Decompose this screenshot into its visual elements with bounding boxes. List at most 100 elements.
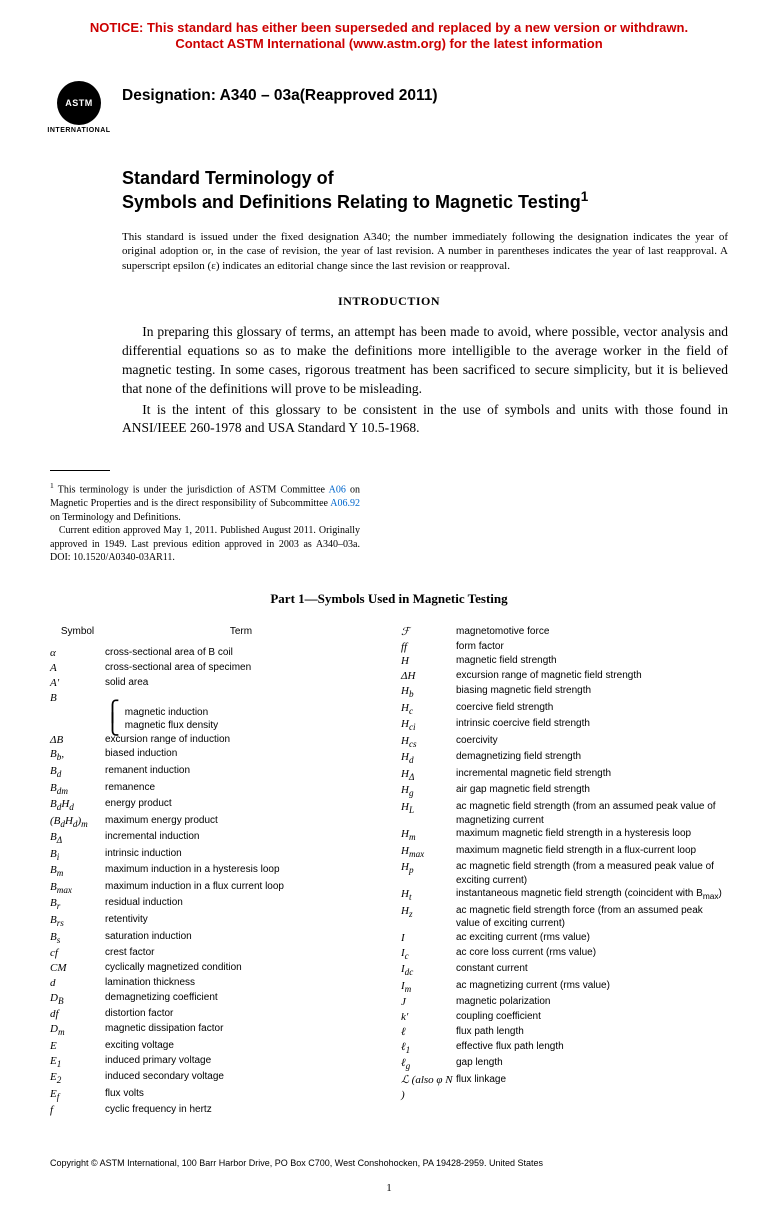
symbol-table: Symbol Term αcross-sectional area of B c… xyxy=(50,625,728,1118)
table-row: E1induced primary voltage xyxy=(50,1054,377,1071)
table-row: Hciintrinsic coercive field strength xyxy=(401,717,728,734)
term-cell: magnetomotive force xyxy=(456,625,728,640)
symbol-cell: BΔ xyxy=(50,830,105,847)
term-cell: maximum induction in a hysteresis loop xyxy=(105,863,377,880)
term-cell: incremental induction xyxy=(105,830,377,847)
table-row: ΔBexcursion range of induction xyxy=(50,733,377,748)
symbol-cell: Br xyxy=(50,896,105,913)
footnote: 1 This terminology is under the jurisdic… xyxy=(50,481,360,564)
symbol-cell: ℓg xyxy=(401,1056,456,1073)
term-cell: crest factor xyxy=(105,946,377,961)
term-cell: gap length xyxy=(456,1056,728,1073)
term-cell: energy product xyxy=(105,797,377,814)
term-cell: ⎩ magnetic flux density xyxy=(105,719,377,733)
astm-logo: ASTM INTERNATIONAL xyxy=(50,77,108,139)
term-cell: coupling coefficient xyxy=(456,1010,728,1025)
term-cell: magnetic field strength xyxy=(456,654,728,669)
table-row: Biintrinsic induction xyxy=(50,847,377,864)
term-cell: intrinsic coercive field strength xyxy=(456,717,728,734)
table-row: Hbbiasing magnetic field strength xyxy=(401,684,728,701)
symbol-cell: Hcs xyxy=(401,734,456,751)
symbol-cell: (BdHd)m xyxy=(50,814,105,831)
term-cell: incremental magnetic field strength xyxy=(456,767,728,784)
symbol-cell: Bmax xyxy=(50,880,105,897)
table-row: Dmmagnetic dissipation factor xyxy=(50,1022,377,1039)
document-title: Standard Terminology of Symbols and Defi… xyxy=(122,167,728,214)
title-line2: Symbols and Definitions Relating to Magn… xyxy=(122,192,581,212)
symbol-cell: B xyxy=(50,691,105,706)
term-cell: flux path length xyxy=(456,1025,728,1040)
symbol-cell: A xyxy=(50,661,105,676)
table-row: Hcscoercivity xyxy=(401,734,728,751)
term-cell: maximum magnetic field strength in a flu… xyxy=(456,844,728,861)
table-row: αcross-sectional area of B coil xyxy=(50,646,377,661)
table-row: BΔincremental induction xyxy=(50,830,377,847)
symbol-cell: Hz xyxy=(401,904,456,931)
link-a0692[interactable]: A06.92 xyxy=(330,498,360,509)
term-cell: flux linkage xyxy=(456,1073,728,1103)
symbol-cell: Bd xyxy=(50,764,105,781)
symbol-cell: cf xyxy=(50,946,105,961)
term-cell: excursion range of magnetic field streng… xyxy=(456,669,728,684)
term-cell: cross-sectional area of specimen xyxy=(105,661,377,676)
symbol-cell: Hd xyxy=(401,750,456,767)
table-row: Htinstantaneous magnetic field strength … xyxy=(401,887,728,904)
header-row: ASTM INTERNATIONAL Designation: A340 – 0… xyxy=(50,77,728,139)
table-row: k′coupling coefficient xyxy=(401,1010,728,1025)
symbol-cell: DB xyxy=(50,991,105,1008)
term-cell: solid area xyxy=(105,676,377,691)
term-cell: magnetic polarization xyxy=(456,995,728,1010)
term-cell: maximum magnetic field strength in a hys… xyxy=(456,827,728,844)
symbol-cell: df xyxy=(50,1007,105,1022)
table-row: Efflux volts xyxy=(50,1087,377,1104)
title-block: Standard Terminology of Symbols and Defi… xyxy=(122,167,728,214)
symbol-col-left: Symbol Term αcross-sectional area of B c… xyxy=(50,625,377,1118)
table-row: Hgair gap magnetic field strength xyxy=(401,783,728,800)
table-row: Brsretentivity xyxy=(50,913,377,930)
table-row: Bmmaximum induction in a hysteresis loop xyxy=(50,863,377,880)
issuance-note: This standard is issued under the fixed … xyxy=(122,230,728,275)
symbol-cell: ff xyxy=(401,640,456,655)
term-cell: maximum induction in a flux current loop xyxy=(105,880,377,897)
term-cell: remanence xyxy=(105,781,377,798)
symbol-cell: Im xyxy=(401,979,456,996)
table-row: ℓggap length xyxy=(401,1056,728,1073)
notice-line1: NOTICE: This standard has either been su… xyxy=(90,20,688,35)
term-cell: ac magnetic field strength (from an assu… xyxy=(456,800,728,827)
table-row: Across-sectional area of specimen xyxy=(50,661,377,676)
table-row: dfdistortion factor xyxy=(50,1007,377,1022)
term-cell: instantaneous magnetic field strength (c… xyxy=(456,887,728,904)
symbol-cell: Bb, xyxy=(50,747,105,764)
symbol-cell: Bs xyxy=(50,930,105,947)
colhead-term: Term xyxy=(105,625,377,639)
symbol-cell: Ic xyxy=(401,946,456,963)
introduction-head: INTRODUCTION xyxy=(50,294,728,309)
symbol-cell: ΔB xyxy=(50,733,105,748)
term-cell: constant current xyxy=(456,962,728,979)
title-sup: 1 xyxy=(581,189,589,204)
table-row: Jmagnetic polarization xyxy=(401,995,728,1010)
table-row: A′solid area xyxy=(50,676,377,691)
term-cell: demagnetizing field strength xyxy=(456,750,728,767)
symbol-cell: BdHd xyxy=(50,797,105,814)
term-cell: intrinsic induction xyxy=(105,847,377,864)
symbol-cell: Hci xyxy=(401,717,456,734)
introduction-body: In preparing this glossary of terms, an … xyxy=(122,323,728,438)
symbol-cell: Bdm xyxy=(50,781,105,798)
table-row: Hddemagnetizing field strength xyxy=(401,750,728,767)
term-cell: lamination thickness xyxy=(105,976,377,991)
link-a06[interactable]: A06 xyxy=(329,485,346,496)
term-cell: saturation induction xyxy=(105,930,377,947)
table-row: Bssaturation induction xyxy=(50,930,377,947)
logo-globe-icon: ASTM xyxy=(57,81,101,125)
symbol-cell: Hmax xyxy=(401,844,456,861)
table-row: E2induced secondary voltage xyxy=(50,1070,377,1087)
symbol-col-right: ℱmagnetomotive forceffform factorHmagnet… xyxy=(401,625,728,1118)
symbol-cell: Hm xyxy=(401,827,456,844)
term-cell: ⎧ magnetic induction xyxy=(105,706,377,720)
footnote-rule xyxy=(50,470,110,471)
symbol-cell: Idc xyxy=(401,962,456,979)
term-cell: remanent induction xyxy=(105,764,377,781)
table-row: ℓ1effective flux path length xyxy=(401,1040,728,1057)
term-cell: ac magnetic field strength force (from a… xyxy=(456,904,728,931)
